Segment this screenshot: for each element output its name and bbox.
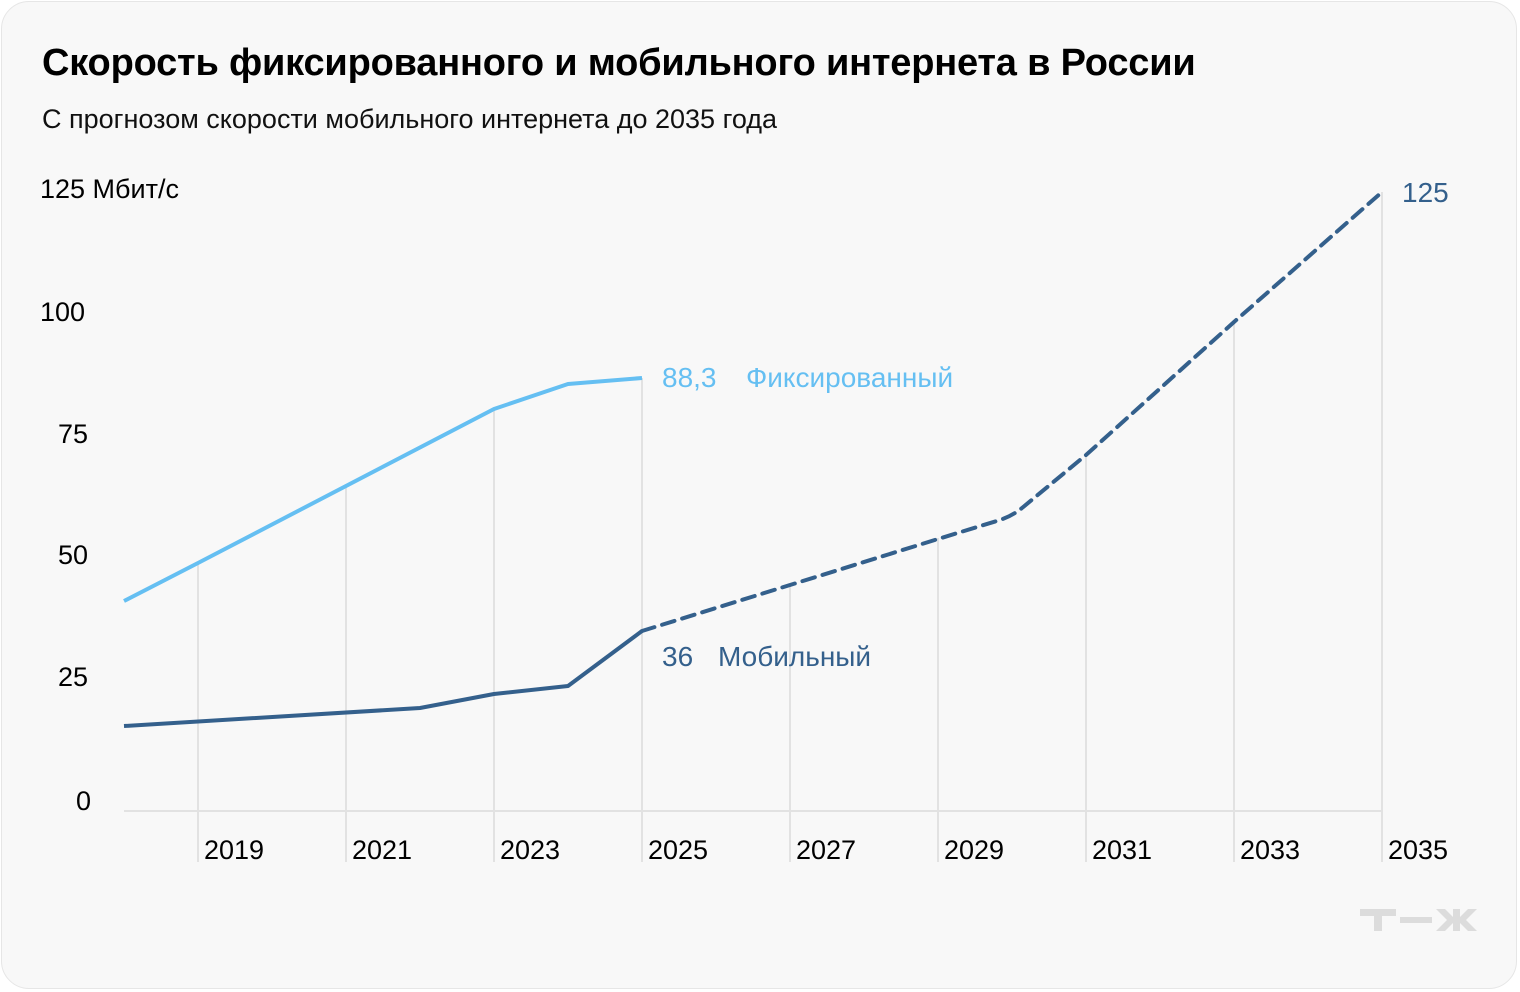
x-tick-2019: 2019: [204, 835, 265, 865]
x-tick-2025: 2025: [648, 835, 709, 865]
mobile-series-label: Мобильный: [718, 641, 872, 672]
gridlines: [197, 192, 1383, 862]
x-tick-2023: 2023: [500, 835, 561, 865]
y-tick-50: 50: [58, 540, 89, 570]
y-tick-75: 75: [58, 419, 89, 449]
x-tick-2021: 2021: [352, 835, 413, 865]
mobile-value-label: 36: [662, 641, 694, 672]
x-tick-2033: 2033: [1240, 835, 1301, 865]
y-tick-125: 125 Мбит/с: [40, 174, 179, 204]
forecast-end-value-label: 125: [1402, 177, 1449, 208]
y-tick-100: 100: [40, 297, 86, 327]
x-tick-2029: 2029: [944, 835, 1005, 865]
y-tick-0: 0: [76, 786, 92, 816]
fixed-value-label: 88,3: [662, 362, 717, 393]
chart-subtitle: С прогнозом скорости мобильного интернет…: [42, 104, 778, 134]
x-tick-2027: 2027: [796, 835, 857, 865]
series-mobile-line: [123, 629, 644, 728]
fixed-series-label: Фиксированный: [746, 362, 954, 393]
chart-title: Скорость фиксированного и мобильного инт…: [42, 42, 1196, 84]
series-mobile-forecast-line: [640, 190, 1384, 633]
y-tick-25: 25: [58, 662, 89, 692]
series-fixed-line: [123, 376, 643, 603]
x-tick-2031: 2031: [1092, 835, 1153, 865]
x-tick-2035: 2035: [1388, 835, 1449, 865]
tj-logo-icon: [1360, 907, 1480, 938]
